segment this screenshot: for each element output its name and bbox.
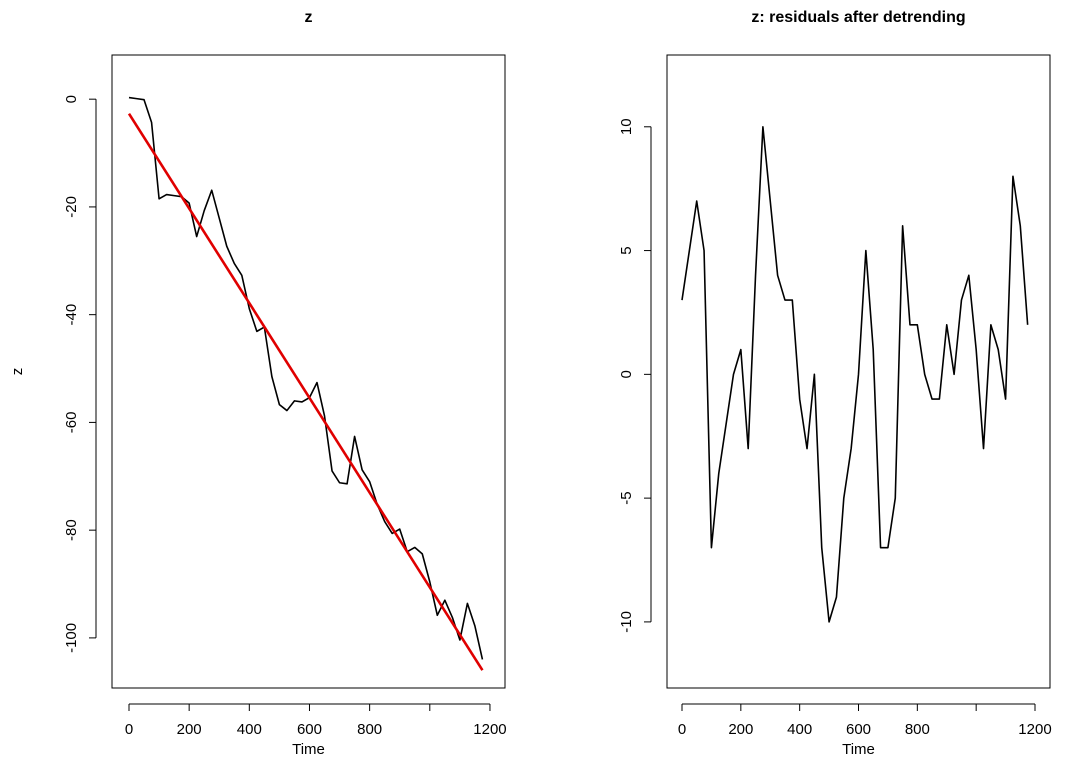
x-tick-label: 200 [177, 721, 202, 738]
x-tick-label: 1200 [473, 721, 506, 738]
x-tick-label: 0 [678, 721, 686, 738]
series-line [681, 125, 1029, 623]
y-tick-label: -5 [618, 491, 635, 504]
x-tick-label: 200 [728, 721, 753, 738]
y-tick-label: -100 [63, 623, 80, 653]
panel: z Time z 0 200 400 600 800 1200 -100 -80 -60 -40 -20 0 [9, 9, 507, 758]
y-tick-label: -10 [618, 611, 635, 633]
x-tick-label: 800 [905, 721, 930, 738]
x-tick-label: 800 [357, 721, 382, 738]
y-tick-label: -40 [63, 304, 80, 326]
plot-box [666, 54, 1051, 689]
y-tick-label: 10 [618, 118, 635, 135]
chart-title: z: residuals after detrending [751, 9, 965, 26]
x-axis-label: Time [292, 741, 325, 758]
series-line [128, 96, 484, 660]
y-tick-label: -80 [63, 519, 80, 541]
x-tick-label: 0 [125, 721, 133, 738]
y-tick-label: 0 [618, 370, 635, 378]
y-tick-label: -20 [63, 196, 80, 218]
chart-title: z [305, 9, 313, 26]
y-tick-label: -60 [63, 412, 80, 434]
x-axis-label: Time [842, 741, 875, 758]
plot-box [111, 54, 506, 689]
x-tick-label: 400 [237, 721, 262, 738]
x-tick-label: 600 [846, 721, 871, 738]
x-tick-label: 600 [297, 721, 322, 738]
x-tick-label: 1200 [1018, 721, 1051, 738]
x-tick-label: 400 [787, 721, 812, 738]
y-tick-label: 0 [63, 95, 80, 103]
y-tick-label: 5 [618, 246, 635, 254]
y-axis-label: z [9, 368, 26, 376]
series-line [127, 113, 484, 671]
panel: z: residuals after detrending Time 0 200 400… [618, 9, 1052, 758]
